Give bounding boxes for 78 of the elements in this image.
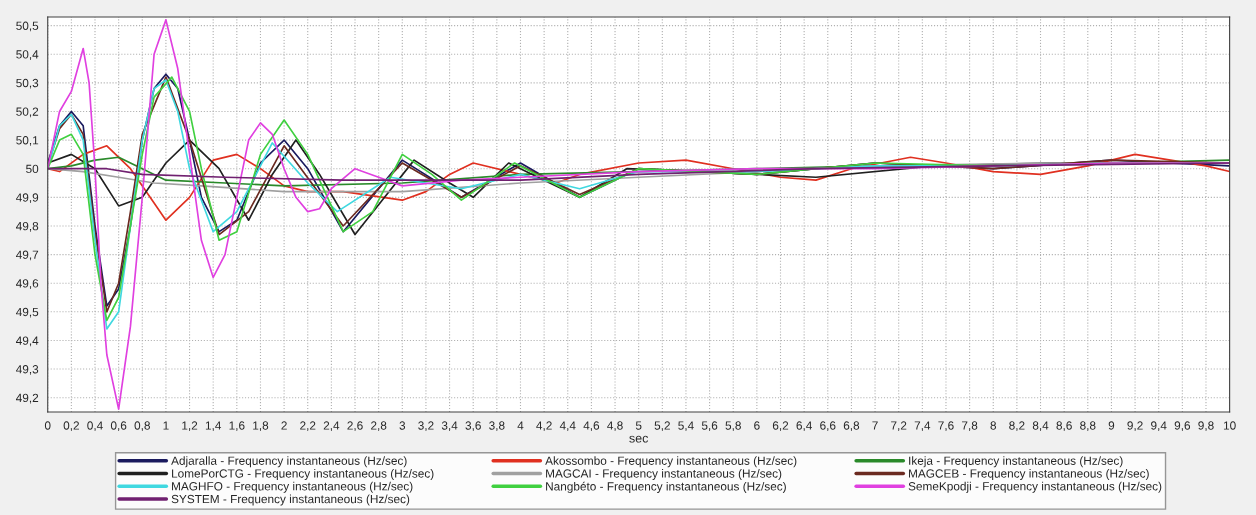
x-tick-label: 2,4	[323, 421, 340, 432]
x-tick-label: 8	[990, 421, 997, 430]
legend-label: MAGHFO - Frequency instantaneous (Hz/sec)	[172, 481, 413, 493]
x-axis-title: sec	[629, 435, 649, 443]
x-tick-label: 0,8	[134, 421, 150, 432]
x-tick-label: 1,4	[205, 421, 222, 432]
x-tick-label: 4,2	[536, 421, 552, 432]
x-tick-label: 6	[754, 421, 760, 430]
y-tick-label: 50,1	[16, 136, 39, 146]
x-tick-label: 4	[517, 421, 524, 430]
legend-label: MAGCAI - Frequency instantaneous (Hz/sec)	[546, 469, 782, 480]
x-tick-label: 7,2	[891, 421, 907, 432]
legend-label: Nangbéto - Frequency instantaneous (Hz/sec)	[546, 481, 786, 493]
y-tick-label: 49,8	[16, 221, 39, 232]
x-tick-label: 8,6	[1056, 421, 1072, 432]
x-tick-label: 5,4	[678, 421, 694, 432]
x-tick-label: 6,4	[796, 421, 812, 432]
x-tick-label: 0,2	[63, 421, 79, 432]
x-tick-label: 3,4	[441, 421, 458, 432]
y-tick-label: 49,9	[16, 193, 39, 204]
x-tick-label: 9	[1108, 421, 1115, 430]
legend-label: MAGCEB - Frequency instantaneous (Hz/sec)	[909, 469, 1149, 480]
y-tick-label: 49,2	[16, 393, 39, 404]
x-tick-label: 2,2	[300, 421, 316, 432]
legend-label: LomePorCTG - Frequency instantaneous (Hz/sec)	[172, 469, 434, 480]
x-tick-label: 1,6	[229, 421, 245, 432]
x-tick-label: 3,2	[418, 421, 434, 432]
y-tick-label: 49,6	[16, 279, 39, 289]
x-tick-label: 4,4	[559, 421, 576, 432]
legend-label: Akossombo - Frequency instantaneous (Hz/sec)	[545, 456, 797, 468]
x-tick-label: 5	[635, 421, 642, 430]
x-tick-label: 6,6	[820, 421, 836, 432]
x-tick-label: 5,2	[654, 421, 670, 432]
x-tick-label: 3	[399, 421, 406, 430]
x-tick-label: 5,8	[725, 421, 741, 432]
legend-label: Adjaralla - Frequency instantaneous (Hz/sec)	[171, 456, 407, 468]
x-tick-label: 7,6	[938, 421, 954, 432]
x-tick-label: 2	[281, 421, 287, 430]
y-tick-label: 49,4	[16, 336, 39, 347]
y-tick-label: 49,3	[16, 365, 39, 375]
legend-label: Ikeja - Frequency instantaneous (Hz/sec)	[909, 456, 1123, 468]
x-tick-label: 0,6	[110, 421, 127, 432]
x-tick-label: 9,6	[1174, 421, 1191, 432]
x-tick-label: 2,8	[371, 421, 387, 432]
x-tick-label: 7,4	[914, 421, 931, 432]
x-tick-label: 6,8	[843, 421, 860, 432]
legend-label: SemeKpodji - Frequency instantaneous (Hz/sec)	[908, 481, 1162, 493]
line-series	[47, 19, 1230, 410]
x-tick-label: 3,8	[489, 421, 505, 432]
y-tick-label: 50,5	[16, 21, 39, 32]
x-tick-label: 0	[44, 421, 51, 430]
x-tick-label: 0,4	[87, 421, 103, 432]
y-tick-label: 50,3	[16, 78, 39, 89]
x-tick-label: 4,8	[607, 421, 623, 432]
x-tick-label: 2,6	[347, 421, 363, 432]
x-tick-label: 1,2	[182, 421, 198, 432]
x-tick-label: 1,8	[253, 421, 269, 432]
x-tick-label: 4,6	[583, 421, 600, 432]
x-tick-label: 10	[1223, 421, 1236, 430]
x-tick-label: 8,8	[1080, 421, 1096, 432]
x-tick-label: 7	[872, 421, 878, 430]
x-tick-label: 8,4	[1032, 421, 1049, 432]
line-series	[47, 162, 1230, 181]
y-tick-label: 50	[26, 164, 39, 174]
y-tick-label: 49,5	[16, 307, 39, 318]
legend-label: SYSTEM - Frequency instantaneous (Hz/sec)	[171, 494, 410, 506]
y-tick-label: 50,2	[16, 107, 39, 118]
x-tick-label: 9,8	[1198, 421, 1214, 432]
x-tick-label: 1	[163, 421, 169, 430]
x-tick-label: 8,2	[1009, 421, 1025, 432]
x-tick-label: 9,4	[1151, 421, 1167, 432]
x-tick-label: 3,6	[465, 421, 481, 432]
x-tick-label: 7,8	[962, 421, 978, 432]
x-tick-label: 5,6	[701, 421, 718, 432]
x-tick-label: 6,2	[772, 421, 789, 432]
y-tick-label: 49,7	[16, 250, 39, 261]
y-tick-label: 50,4	[16, 50, 39, 60]
x-tick-label: 9,2	[1127, 421, 1143, 432]
